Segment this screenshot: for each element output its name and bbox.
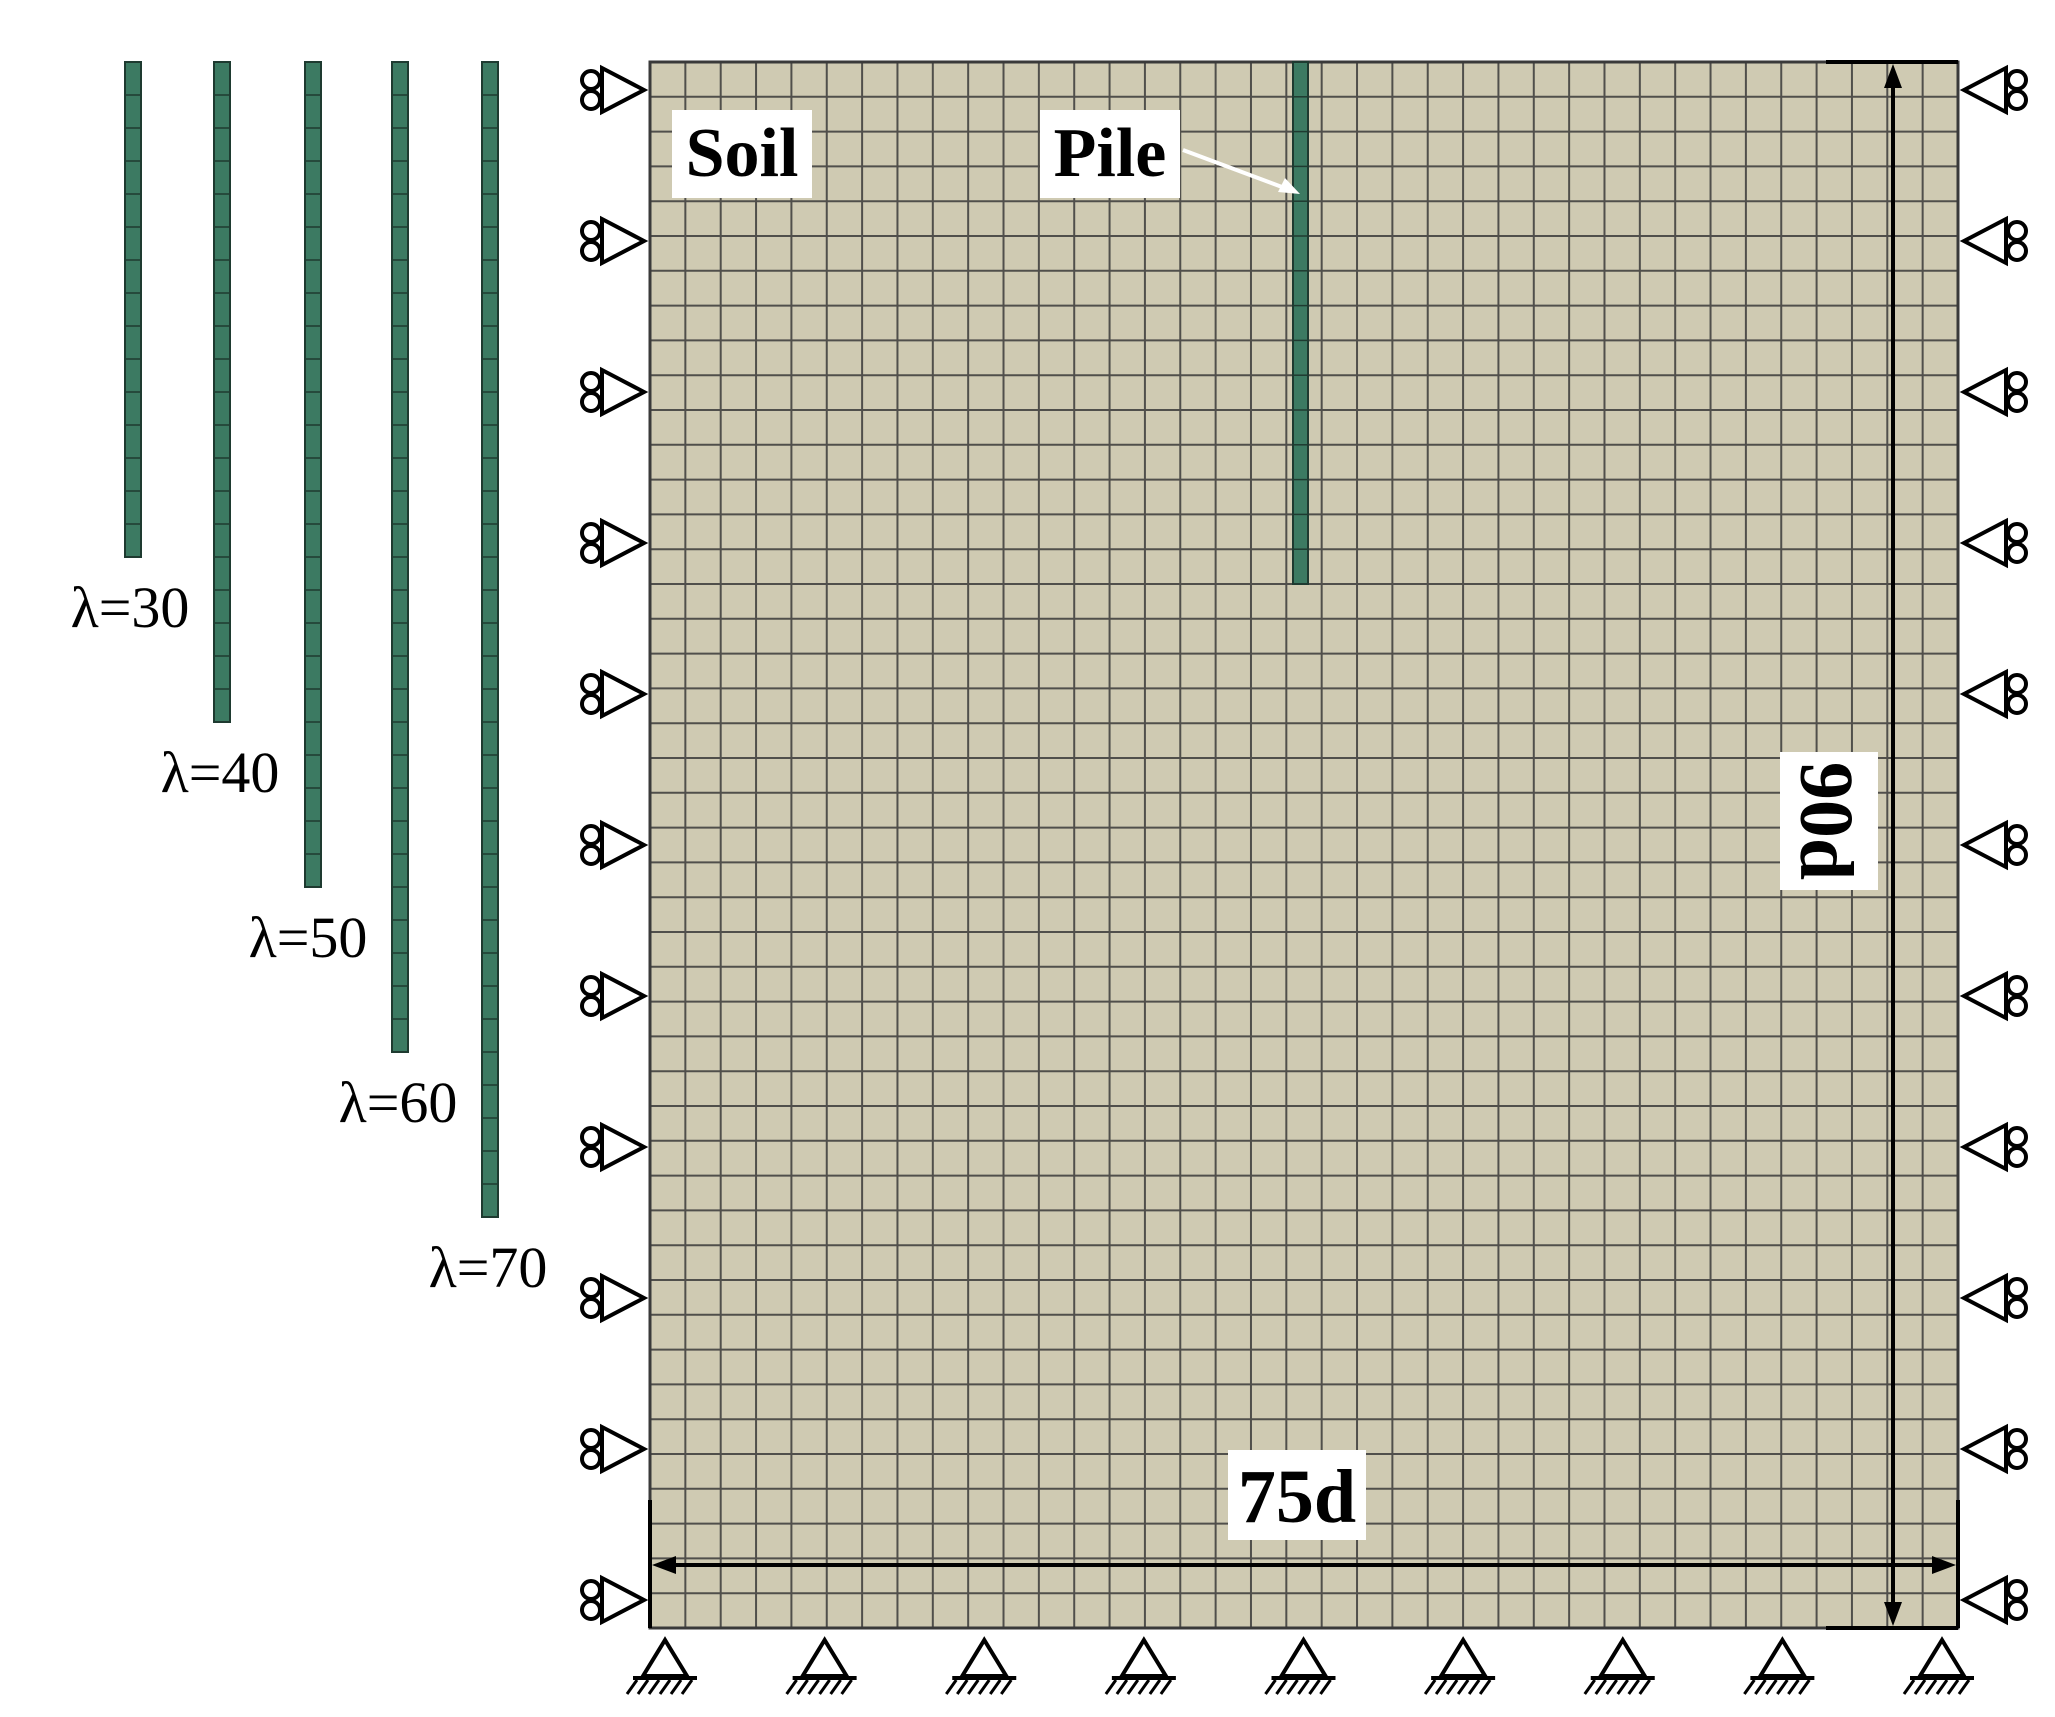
width-label-background	[1228, 1450, 1366, 1540]
soil-mesh-grid	[650, 62, 1958, 1628]
base-pin-support-icon	[625, 1636, 697, 1695]
width-dimension	[648, 1500, 1960, 1628]
base-pin-support-icon	[1743, 1636, 1815, 1695]
embedded-pile	[1292, 61, 1309, 585]
pile-label: Pile	[1054, 115, 1167, 192]
sample-pile-label: λ=30	[71, 575, 190, 640]
right-roller-support-icon	[1959, 1574, 2028, 1626]
height-label-background	[1780, 752, 1878, 890]
base-pin-support-icon	[1423, 1636, 1496, 1695]
right-roller-support-icon	[1959, 970, 2028, 1022]
left-roller-support-icon	[580, 517, 649, 569]
sample-pile	[481, 61, 499, 1218]
right-roller-support-icon	[1959, 1272, 2028, 1324]
left-roller-support-icon	[580, 64, 649, 116]
pile-body	[1292, 61, 1309, 585]
sample-pile	[304, 61, 322, 888]
right-roller-support-icon	[1959, 1423, 2028, 1475]
left-roller-support-icon	[580, 668, 649, 720]
right-roller-support-icon	[1959, 517, 2028, 569]
base-pin-support-icon	[945, 1636, 1017, 1695]
sample-pile-label: λ=70	[429, 1235, 548, 1300]
soil-label-background	[672, 110, 812, 198]
left-roller-support-icon	[580, 970, 649, 1022]
base-pin-supports	[625, 1636, 1974, 1695]
sample-pile-label: λ=60	[339, 1070, 458, 1135]
left-roller-support-icon	[580, 1574, 649, 1626]
base-pin-support-icon	[1902, 1636, 1974, 1695]
sample-pile-label: λ=50	[249, 905, 368, 970]
sample-pile	[124, 61, 142, 558]
right-roller-support-icon	[1959, 819, 2028, 871]
left-roller-supports	[580, 64, 649, 1626]
height-dimension	[1826, 60, 1958, 1630]
sample-pile-label: λ=40	[161, 740, 280, 805]
base-pin-support-icon	[1104, 1636, 1176, 1695]
soil-label: Soil	[686, 115, 799, 192]
height-label: 90d	[1784, 762, 1868, 880]
left-roller-support-icon	[580, 1121, 649, 1173]
right-roller-support-icon	[1959, 366, 2028, 418]
left-roller-support-icon	[580, 1423, 649, 1475]
right-roller-support-icon	[1959, 1121, 2028, 1173]
left-roller-support-icon	[580, 215, 649, 267]
width-label: 75d	[1238, 1455, 1356, 1539]
dimension-lines	[648, 60, 1960, 1630]
sample-piles-group	[124, 61, 499, 1218]
left-roller-support-icon	[580, 1272, 649, 1324]
base-pin-support-icon	[785, 1636, 857, 1695]
left-roller-support-icon	[580, 819, 649, 871]
left-roller-support-icon	[580, 366, 649, 418]
pile-label-arrow	[1182, 148, 1300, 194]
right-roller-support-icon	[1959, 668, 2028, 720]
base-pin-support-icon	[1583, 1636, 1655, 1695]
right-roller-supports	[1959, 64, 2028, 1626]
right-roller-support-icon	[1959, 215, 2028, 267]
sample-pile-labels: λ=30 λ=40 λ=50 λ=60 λ=70	[71, 575, 548, 1300]
right-roller-support-icon	[1959, 64, 2028, 116]
base-pin-support-icon	[1264, 1636, 1336, 1695]
pile-label-background	[1040, 110, 1180, 198]
